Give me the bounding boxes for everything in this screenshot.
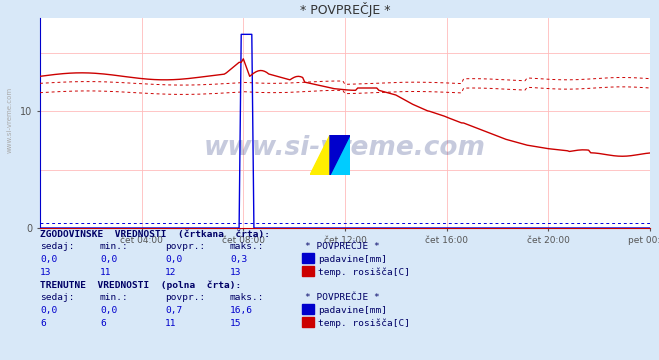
Text: maks.:: maks.: (230, 293, 264, 302)
Text: 0,3: 0,3 (230, 255, 247, 264)
Text: * POVPREČJE *: * POVPREČJE * (305, 293, 380, 302)
Text: * POVPREČJE *: * POVPREČJE * (305, 242, 380, 251)
Text: 16,6: 16,6 (230, 306, 253, 315)
Text: 0,0: 0,0 (40, 255, 57, 264)
Text: padavine[mm]: padavine[mm] (318, 306, 387, 315)
Text: ZGODOVINSKE  VREDNOSTI  (črtkana  črta):: ZGODOVINSKE VREDNOSTI (črtkana črta): (40, 230, 270, 239)
Text: 13: 13 (230, 268, 241, 277)
Text: 0,0: 0,0 (165, 255, 183, 264)
Text: www.si-vreme.com: www.si-vreme.com (204, 135, 486, 161)
Text: min.:: min.: (100, 242, 129, 251)
Text: temp. rosišča[C]: temp. rosišča[C] (318, 319, 410, 328)
Polygon shape (330, 135, 350, 175)
Polygon shape (330, 135, 350, 175)
Text: 11: 11 (165, 319, 177, 328)
Text: www.si-vreme.com: www.si-vreme.com (7, 87, 13, 153)
Text: sedaj:: sedaj: (40, 293, 74, 302)
Text: TRENUTNE  VREDNOSTI  (polna  črta):: TRENUTNE VREDNOSTI (polna črta): (40, 280, 241, 290)
Text: 0,7: 0,7 (165, 306, 183, 315)
Text: povpr.:: povpr.: (165, 242, 205, 251)
Text: 0,0: 0,0 (100, 306, 117, 315)
Text: 0,0: 0,0 (100, 255, 117, 264)
Text: 13: 13 (40, 268, 51, 277)
Text: 12: 12 (165, 268, 177, 277)
Polygon shape (310, 135, 350, 175)
Text: padavine[mm]: padavine[mm] (318, 255, 387, 264)
Title: * POVPREČJE *: * POVPREČJE * (300, 2, 390, 17)
Text: temp. rosišča[C]: temp. rosišča[C] (318, 267, 410, 277)
Text: maks.:: maks.: (230, 242, 264, 251)
Text: sedaj:: sedaj: (40, 242, 74, 251)
Text: min.:: min.: (100, 293, 129, 302)
Text: 11: 11 (100, 268, 111, 277)
Text: 6: 6 (40, 319, 45, 328)
Text: 0,0: 0,0 (40, 306, 57, 315)
Text: povpr.:: povpr.: (165, 293, 205, 302)
Text: 15: 15 (230, 319, 241, 328)
Text: 6: 6 (100, 319, 105, 328)
